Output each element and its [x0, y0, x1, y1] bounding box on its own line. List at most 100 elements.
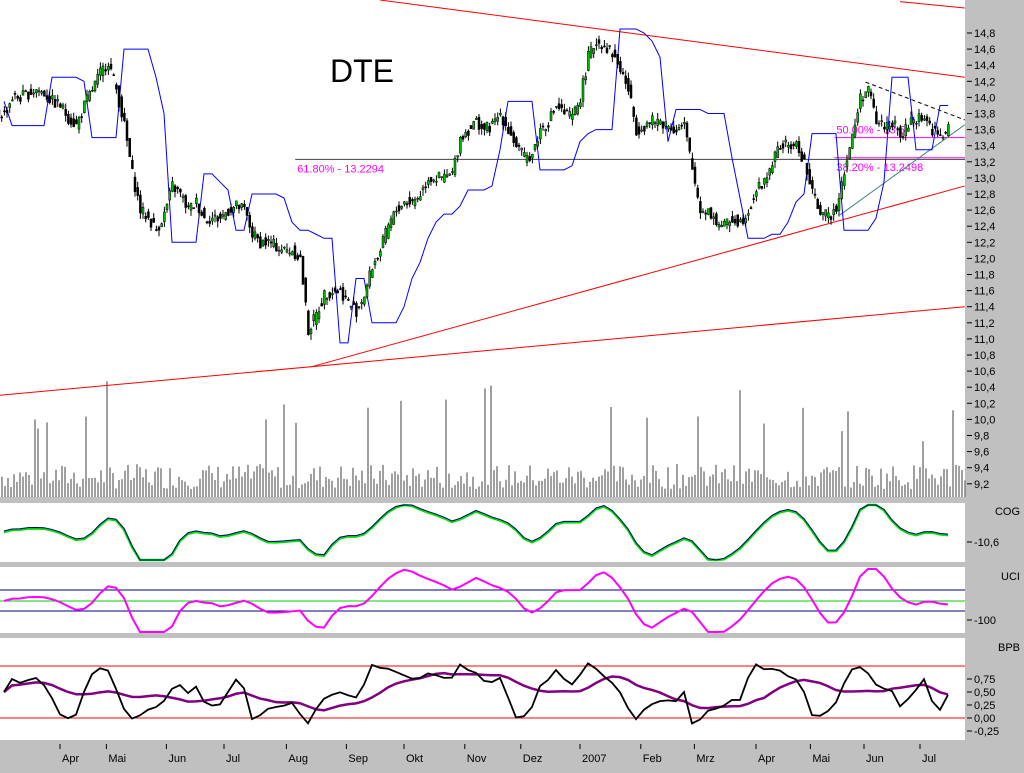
- candle-body: [613, 49, 617, 58]
- candle-body: [683, 122, 686, 125]
- trendline: [0, 306, 965, 396]
- candle-body: [8, 103, 11, 108]
- candle-body: [525, 154, 529, 163]
- candle-body: [541, 125, 545, 128]
- candle-body: [427, 180, 430, 185]
- x-tick-label: Dez: [523, 753, 543, 765]
- candle-body: [400, 206, 403, 209]
- candle-body: [605, 47, 609, 53]
- candle-body: [912, 119, 915, 124]
- candle-body: [888, 126, 891, 130]
- candle-body: [731, 216, 734, 223]
- candle-body: [227, 208, 230, 216]
- candle-body: [32, 92, 35, 95]
- candle-body: [352, 301, 355, 305]
- candle-body: [29, 88, 33, 95]
- candle-body: [355, 303, 358, 317]
- candle-body: [931, 128, 934, 136]
- candle-body: [891, 122, 894, 128]
- candle-body: [728, 221, 731, 227]
- candle-body: [171, 181, 174, 192]
- candle-body: [856, 112, 859, 123]
- bpb-panel: [0, 638, 965, 740]
- y-tick-label: 13,2: [974, 157, 995, 169]
- candle-body: [789, 144, 793, 150]
- candle-body: [453, 157, 457, 175]
- candle-body: [459, 136, 462, 154]
- y-tick-label: 10,2: [974, 398, 995, 410]
- candle-body: [13, 93, 17, 95]
- candle-body: [557, 103, 561, 110]
- candle-body: [712, 216, 715, 219]
- y-tick-label: 10,4: [974, 382, 995, 394]
- candle-body: [384, 228, 387, 243]
- candle-body: [360, 302, 363, 305]
- candle-body: [48, 96, 51, 103]
- candle-body: [493, 118, 497, 122]
- candle-body: [213, 214, 217, 217]
- candle-body: [437, 171, 441, 178]
- candle-body: [597, 39, 601, 44]
- candle-body: [781, 143, 785, 149]
- candle-body: [200, 211, 203, 216]
- y-tick-label: 10,6: [974, 366, 995, 378]
- candle-body: [720, 225, 723, 227]
- candle-body: [3, 110, 6, 113]
- candle-body: [867, 86, 870, 93]
- y-tick-label: 9,6: [974, 447, 989, 459]
- candle-body: [333, 288, 337, 292]
- candle-body: [160, 223, 163, 228]
- candle-body: [120, 96, 123, 118]
- candle-body: [859, 93, 862, 109]
- candle-body: [51, 95, 54, 100]
- candle-body: [197, 203, 201, 213]
- candle-body: [637, 126, 641, 135]
- candle-body: [877, 122, 881, 125]
- candle-body: [707, 208, 710, 215]
- candle-body: [301, 256, 305, 285]
- y-tick-label: 11,2: [974, 318, 995, 330]
- candle-body: [59, 103, 62, 108]
- candle-body: [456, 155, 459, 158]
- candle-body: [272, 238, 275, 247]
- candle-body: [667, 125, 670, 130]
- x-tick-label: Apr: [758, 753, 775, 765]
- candle-body: [312, 314, 315, 322]
- candle-body: [203, 207, 206, 219]
- candle-body: [229, 207, 233, 213]
- candle-body: [152, 218, 155, 223]
- candle-body: [19, 97, 22, 102]
- candle-body: [864, 91, 867, 99]
- candle-body: [405, 203, 409, 206]
- candle-body: [397, 205, 401, 212]
- y-tick-label: 14,4: [974, 60, 995, 72]
- candle-body: [621, 72, 625, 74]
- candle-body: [389, 218, 393, 228]
- candle-body: [75, 119, 78, 125]
- candle-body: [347, 299, 350, 301]
- bpb-tick-label: 0,00: [974, 713, 995, 725]
- candle-body: [592, 48, 595, 54]
- candle-body: [563, 109, 566, 115]
- candle-body: [123, 112, 126, 121]
- candle-body: [173, 185, 177, 192]
- candle-body: [715, 213, 718, 225]
- candle-body: [749, 207, 753, 210]
- candle-body: [291, 251, 294, 256]
- candle-body: [109, 63, 113, 70]
- candle-body: [616, 54, 619, 65]
- candle-body: [181, 195, 185, 198]
- candle-body: [429, 177, 433, 182]
- y-tick-label: 9,4: [974, 463, 989, 475]
- chart-title: DTE: [330, 53, 394, 89]
- candle-body: [555, 106, 558, 108]
- candle-body: [443, 173, 446, 183]
- candle-body: [869, 91, 873, 97]
- candle-body: [693, 166, 697, 184]
- candle-body: [101, 65, 105, 77]
- candle-body: [424, 186, 427, 188]
- y-tick-label: 11,8: [974, 270, 995, 282]
- candle-body: [608, 45, 611, 47]
- candle-body: [629, 84, 633, 98]
- candle-body: [893, 120, 897, 124]
